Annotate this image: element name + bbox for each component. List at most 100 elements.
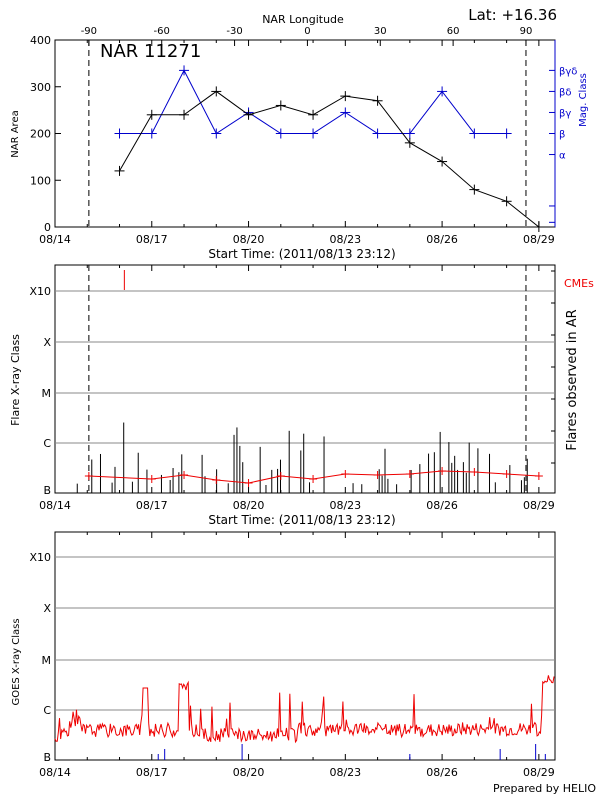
- area-point: [211, 86, 222, 97]
- flare-panel-frame: [54, 264, 556, 494]
- mag-class-point: [275, 128, 286, 139]
- flare-background-point: [309, 475, 318, 483]
- flare-panel-date-label: 08/29: [523, 499, 555, 512]
- flare-class-label: M: [42, 387, 52, 400]
- area-ytick-label: 0: [44, 221, 51, 234]
- area-ytick-label: 100: [30, 174, 51, 187]
- mag-class-ylabel: Mag. Class: [578, 73, 589, 127]
- area-point: [469, 184, 480, 195]
- mag-class-point: [308, 128, 319, 139]
- flare-panel-date-label: 08/26: [426, 499, 458, 512]
- area-panel-date-label: 08/14: [39, 233, 71, 246]
- area-ytick-label: 300: [30, 81, 51, 94]
- flare-background-line: [88, 470, 539, 484]
- flare-background-point: [405, 470, 414, 478]
- goes-class-label: M: [42, 654, 52, 667]
- area-point: [146, 109, 157, 120]
- goes-panel-date-label: 08/14: [39, 766, 71, 779]
- area-point: [243, 109, 254, 120]
- mag-class-point: [501, 128, 512, 139]
- flare-class-label: C: [43, 437, 51, 450]
- mag-class-point: [469, 128, 480, 139]
- area-line: [119, 90, 540, 228]
- flare-background-point: [147, 475, 156, 483]
- goes-class-label: X: [43, 602, 51, 615]
- lat-readout: Lat: +16.36: [468, 6, 557, 24]
- area-ytick-label: 200: [30, 128, 51, 141]
- longitude-tick-label: -60: [154, 26, 170, 37]
- area-ylabel: NAR Area: [10, 110, 21, 157]
- mag-class-point: [404, 128, 415, 139]
- flare-class-label: X: [43, 336, 51, 349]
- area-point: [533, 222, 544, 232]
- flare-background-point: [180, 471, 189, 479]
- longitude-tick-label: 90: [520, 26, 533, 37]
- goes-panel-date-label: 08/29: [523, 766, 555, 779]
- flare-background-point: [438, 467, 447, 475]
- mag-class-label: α: [559, 151, 566, 162]
- goes-class-label: X10: [29, 551, 51, 564]
- flare-bars: [76, 422, 528, 493]
- footer-credit: Prepared by HELIO: [493, 782, 596, 795]
- area-ytick-label: 400: [30, 34, 51, 47]
- flare-background-point: [373, 471, 382, 479]
- flare-background-point: [276, 472, 285, 480]
- cme-label: CMEs: [564, 277, 594, 290]
- flare-background-point: [244, 479, 253, 487]
- area-panel-date-label: 08/26: [426, 233, 458, 246]
- mag-class-point: [372, 128, 383, 139]
- flare-background-point: [84, 472, 93, 480]
- flare-panel-date-label: 08/23: [329, 499, 361, 512]
- area-point: [308, 109, 319, 120]
- goes-xray-line: [54, 675, 555, 744]
- goes-panel-date-label: 08/17: [136, 766, 168, 779]
- top-axis-title: NAR Longitude: [262, 13, 344, 26]
- region-title: NAR 11271: [100, 41, 201, 62]
- goes-ylabel: GOES X-ray Class: [11, 618, 22, 705]
- mag-class-point: [179, 65, 190, 76]
- flare-panel-date-label: 08/14: [39, 499, 71, 512]
- area-point: [437, 156, 448, 167]
- flare-background-point: [212, 476, 221, 484]
- flare-panel-date-label: 08/17: [136, 499, 168, 512]
- mag-class-label: βγ: [559, 108, 571, 119]
- flare-panel-date-label: 08/20: [233, 499, 265, 512]
- mag-class-line: [119, 69, 507, 135]
- area-xlabel: Start Time: (2011/08/13 23:12): [208, 247, 395, 261]
- goes-panel-date-label: 08/26: [426, 766, 458, 779]
- flare-background-point: [534, 472, 543, 480]
- flare-ylabel: Flare X-ray Class: [9, 334, 22, 426]
- mag-class-point: [437, 86, 448, 97]
- flare-background-point: [341, 470, 350, 478]
- goes-panel-frame: [54, 531, 556, 761]
- flare-class-label: X10: [29, 285, 51, 298]
- flare-background-point: [502, 470, 511, 478]
- area-point: [372, 95, 383, 106]
- flare-class-label: B: [43, 484, 51, 497]
- area-panel-date-label: 08/20: [233, 233, 265, 246]
- flare-y2label: Flares observed in AR: [565, 309, 580, 450]
- mag-class-label: β: [559, 130, 565, 141]
- area-point: [501, 196, 512, 207]
- goes-class-label: C: [43, 704, 51, 717]
- mag-class-label: βδ: [559, 87, 572, 98]
- longitude-tick-label: -30: [226, 26, 242, 37]
- goes-panel-date-label: 08/23: [329, 766, 361, 779]
- area-point: [404, 137, 415, 148]
- longitude-tick-label: 30: [374, 26, 387, 37]
- mag-class-label: βγδ: [559, 66, 577, 77]
- goes-class-label: B: [43, 751, 51, 764]
- goes-panel-date-label: 08/20: [233, 766, 265, 779]
- mag-class-point: [340, 107, 351, 118]
- mag-class-point: [211, 128, 222, 139]
- flare-background-point: [470, 468, 479, 476]
- area-panel-date-label: 08/29: [523, 233, 555, 246]
- mag-class-point: [146, 128, 157, 139]
- area-panel-date-label: 08/23: [329, 233, 361, 246]
- area-point: [114, 165, 125, 176]
- flare-xlabel: Start Time: (2011/08/13 23:12): [208, 513, 395, 527]
- area-point: [275, 100, 286, 111]
- longitude-tick-label: 60: [447, 26, 460, 37]
